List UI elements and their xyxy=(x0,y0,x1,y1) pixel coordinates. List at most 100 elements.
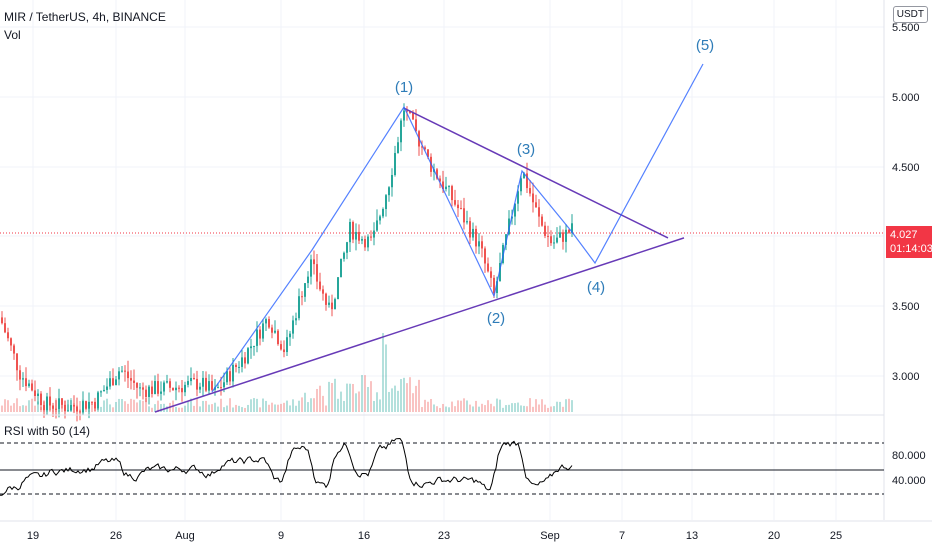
candle-body xyxy=(142,387,144,390)
candle-body xyxy=(436,169,438,179)
volume-bar xyxy=(370,381,372,412)
volume-bar xyxy=(337,398,339,412)
candle-body xyxy=(124,370,126,372)
volume-bar xyxy=(556,401,558,412)
candle-body xyxy=(376,220,378,231)
candle-body xyxy=(490,271,492,278)
candle-body xyxy=(94,401,96,409)
candle-body xyxy=(226,371,228,383)
volume-bar xyxy=(103,400,105,412)
candle-body xyxy=(541,216,543,226)
candle-body xyxy=(547,235,549,237)
candle-body xyxy=(154,381,156,395)
volume-bar xyxy=(4,399,6,412)
candle-body xyxy=(202,377,204,387)
candle-body xyxy=(475,228,477,247)
candle-body xyxy=(211,381,213,390)
volume-bar xyxy=(232,407,234,412)
candle-body xyxy=(571,223,573,233)
candle-body xyxy=(253,345,255,347)
candle-body xyxy=(220,387,222,389)
wave-label: (3) xyxy=(517,141,535,158)
triangle-lower-line xyxy=(154,237,685,413)
candle-body xyxy=(67,410,69,412)
volume-bar xyxy=(457,400,459,412)
volume-bar xyxy=(184,405,186,412)
volume-bar xyxy=(157,400,159,412)
volume-bar xyxy=(535,399,537,412)
volume-bar xyxy=(541,399,543,412)
volume-bar xyxy=(265,400,267,412)
volume-bar xyxy=(238,405,240,412)
candle-body xyxy=(442,181,444,190)
candle-body xyxy=(568,229,570,233)
candle-body xyxy=(385,195,387,209)
volume-bar xyxy=(448,407,450,412)
volume-bar xyxy=(199,406,201,412)
volume-bar xyxy=(373,400,375,412)
candle-body xyxy=(487,263,489,272)
volume-bar xyxy=(400,379,402,412)
candle-body xyxy=(256,329,258,346)
currency-badge[interactable]: USDT xyxy=(892,6,928,23)
candle-body xyxy=(289,333,291,338)
candle-body xyxy=(310,259,312,277)
candle-body xyxy=(283,349,285,353)
volume-bar xyxy=(415,385,417,412)
candle-body xyxy=(439,178,441,182)
candle-body xyxy=(82,401,84,413)
candle-body xyxy=(49,396,51,406)
volume-bar xyxy=(112,407,114,412)
volume-bar xyxy=(499,399,501,412)
candle-body xyxy=(7,332,9,339)
candle-body xyxy=(412,113,414,120)
candle-body xyxy=(130,378,132,381)
candle-body xyxy=(292,320,294,334)
candle-body xyxy=(205,377,207,391)
candle-body xyxy=(499,263,501,282)
candle-body xyxy=(223,382,225,388)
volume-bar xyxy=(166,406,168,412)
candle-body xyxy=(520,178,522,192)
volume-bar xyxy=(271,402,273,412)
volume-legend[interactable]: Vol xyxy=(4,28,21,42)
volume-bar xyxy=(430,398,432,412)
time-axis-label: 26 xyxy=(110,530,122,542)
candle-body xyxy=(268,319,270,328)
volume-bar xyxy=(532,406,534,412)
candle-body xyxy=(466,221,468,223)
volume-bar xyxy=(442,403,444,412)
volume-bar xyxy=(247,404,249,412)
candle-body xyxy=(322,289,324,294)
candle-body xyxy=(538,207,540,217)
volume-bar xyxy=(352,383,354,412)
volume-bar xyxy=(250,399,252,412)
volume-bar xyxy=(241,407,243,412)
candle-body xyxy=(208,381,210,391)
volume-bar xyxy=(346,383,348,412)
volume-bar xyxy=(13,403,15,412)
candle-body xyxy=(85,401,87,409)
candle-body xyxy=(58,398,60,409)
candle-body xyxy=(259,329,261,339)
candle-body xyxy=(118,371,120,380)
volume-bar xyxy=(451,401,453,412)
candle-body xyxy=(16,353,18,371)
symbol-legend[interactable]: MIR / TetherUS, 4h, BINANCE xyxy=(4,10,166,24)
candle-body xyxy=(409,110,411,114)
rsi-legend[interactable]: RSI with 50 (14) xyxy=(4,424,91,438)
volume-bar xyxy=(508,404,510,412)
volume-bar xyxy=(223,407,225,412)
volume-bar xyxy=(37,401,39,412)
candle-body xyxy=(544,225,546,236)
candle-body xyxy=(286,337,288,353)
candle-body xyxy=(301,296,303,298)
candle-body xyxy=(232,364,234,382)
volume-bar xyxy=(187,401,189,412)
candle-body xyxy=(364,239,366,248)
candle-body xyxy=(22,378,24,380)
candle-body xyxy=(277,330,279,345)
candle-body xyxy=(340,258,342,278)
